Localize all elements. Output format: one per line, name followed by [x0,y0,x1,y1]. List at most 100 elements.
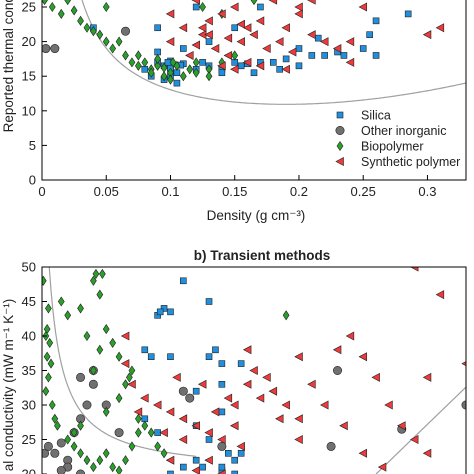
data-point-synthetic-polymer [127,379,136,389]
data-point-biopolymer [77,420,84,431]
data-point-synthetic-polymer [178,414,188,424]
data-point-biopolymer [199,1,206,13]
data-point-synthetic-polymer [255,16,265,26]
data-point-synthetic-polymer [422,30,432,40]
data-point-biopolymer [282,310,290,321]
data-point-biopolymer [83,455,91,466]
data-point-silica [167,308,174,316]
data-point-silica [167,353,174,361]
data-point-synthetic-polymer [275,37,284,47]
data-point-silica [205,353,213,361]
y-axis-label-bottom: al conductivity (mW m⁻¹ K⁻¹) [1,299,16,472]
data-point-biopolymer [141,57,149,68]
data-point-biopolymer [90,26,97,37]
data-point-silica [237,449,245,457]
data-point-other-inorganic [88,379,98,389]
y-tick-label: 0 [29,173,36,188]
data-point-biopolymer [135,427,142,438]
data-point-biopolymer [42,0,48,6]
data-point-synthetic-polymer [165,455,175,465]
data-point-silica [218,408,226,416]
data-point-silica [167,470,174,474]
data-point-synthetic-polymer [191,421,200,431]
data-point-other-inorganic [56,466,66,474]
data-point-biopolymer [109,43,117,54]
legend-label-other-inorganic: Other inorganic [361,124,446,138]
data-point-biopolymer [128,57,136,68]
data-point-biopolymer [96,289,104,300]
data-point-synthetic-polymer [255,393,265,403]
data-point-synthetic-polymer [307,379,316,389]
data-point-synthetic-polymer [230,400,239,410]
data-point-silica [231,24,239,32]
data-point-biopolymer [141,420,149,431]
data-point-biopolymer [57,296,65,307]
data-point-synthetic-polymer [268,0,278,5]
data-point-silica [180,277,187,285]
data-point-biopolymer [54,420,61,431]
data-point-synthetic-polymer [397,421,406,431]
data-point-biopolymer [46,337,54,348]
x-tick-label: 0.3 [418,184,436,199]
data-point-silica [372,52,380,59]
data-point-synthetic-polymer [320,400,329,410]
data-point-biopolymer [154,53,161,64]
data-point-silica [372,17,380,25]
y-ticks-bottom: 20 25 30 35 40 45 50 [22,260,47,474]
data-point-synthetic-polymer [236,441,245,451]
data-point-synthetic-polymer [332,44,342,54]
data-point-biopolymer [102,406,110,417]
data-point-biopolymer [90,462,97,473]
x-axis-label: Density (g cm⁻³) [207,208,306,223]
legend-label-biopolymer: Biopolymer [361,140,424,154]
data-point-synthetic-polymer [165,407,175,417]
data-point-biopolymer [42,386,50,397]
data-point-synthetic-polymer [236,37,245,47]
data-point-synthetic-polymer [210,44,220,54]
data-point-silica [237,62,245,70]
data-point-synthetic-polymer [185,50,194,60]
data-point-synthetic-polymer [242,345,252,355]
data-point-synthetic-polymer [358,352,368,362]
data-point-silica [340,52,348,59]
data-point-other-inorganic [50,44,60,54]
legend-marker-biopolymer [336,140,344,152]
data-point-other-inorganic [326,441,336,451]
data-point-silica [250,69,258,77]
x-tick-label: 0.25 [351,184,376,199]
data-point-other-inorganic [114,428,124,438]
data-point-biopolymer [77,303,84,314]
data-point-biopolymer [122,455,129,466]
data-point-synthetic-polymer [172,372,181,382]
data-points-bottom [42,267,466,474]
data-point-biopolymer [96,29,104,40]
data-point-other-inorganic [50,448,60,458]
data-points-top [42,0,445,87]
data-point-synthetic-polymer [377,462,387,472]
data-point-silica [192,387,200,395]
data-point-synthetic-polymer [249,366,258,375]
data-point-synthetic-polymer [409,267,419,272]
data-point-synthetic-polymer [384,400,393,410]
data-point-biopolymer [70,441,78,452]
data-point-synthetic-polymer [409,435,419,444]
data-point-biopolymer [231,50,239,61]
data-point-synthetic-polymer [358,448,368,458]
data-point-silica [141,346,149,354]
data-point-silica [366,31,373,38]
plot-area-top [42,0,466,180]
data-point-biopolymer [64,0,72,6]
data-point-biopolymer [154,441,161,452]
x-tick-label: 0.1 [161,184,179,199]
data-point-silica [218,360,226,367]
data-point-synthetic-polymer [217,469,226,474]
data-point-silica [314,34,322,42]
y-tick-label: 10 [22,103,36,118]
data-point-biopolymer [102,448,110,459]
panel-b-title: b) Transient methods [194,248,331,263]
data-point-synthetic-polymer [120,331,130,341]
data-point-synthetic-polymer [217,61,226,71]
legend-marker-silica [336,111,344,119]
legend-label-synthetic-polymer: Synthetic polymer [361,155,460,169]
y-axis-label-top: Reported thermal condu [1,0,16,132]
